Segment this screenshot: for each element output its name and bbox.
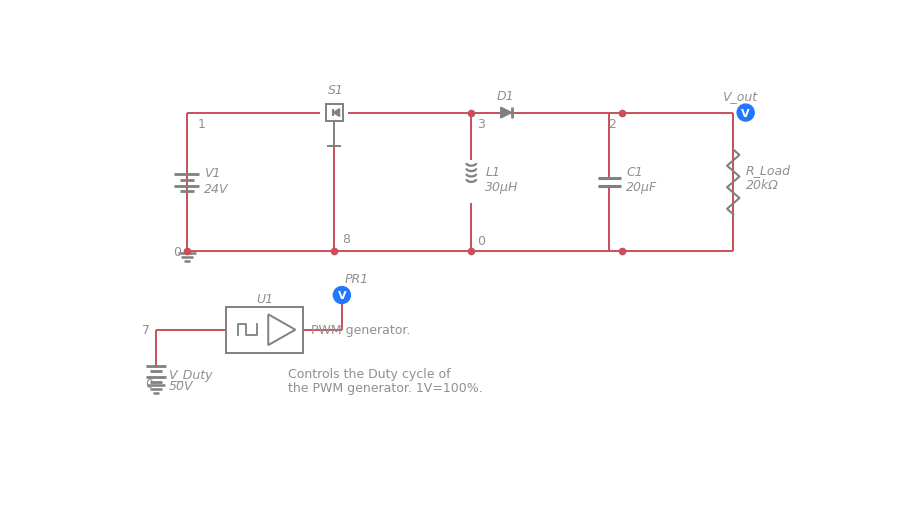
Polygon shape bbox=[333, 109, 340, 117]
Text: R_Load: R_Load bbox=[746, 164, 791, 177]
Text: U1: U1 bbox=[255, 293, 273, 306]
Text: V: V bbox=[741, 108, 750, 118]
Text: V_out: V_out bbox=[722, 90, 757, 103]
Text: the PWM generator. 1V=100%.: the PWM generator. 1V=100%. bbox=[287, 381, 482, 394]
Text: PR1: PR1 bbox=[345, 272, 369, 285]
Text: V1: V1 bbox=[204, 167, 220, 180]
Text: V_Duty: V_Duty bbox=[169, 368, 213, 381]
Text: 20kΩ: 20kΩ bbox=[746, 179, 778, 192]
Bar bbox=[325, 105, 342, 122]
Text: 0: 0 bbox=[173, 245, 180, 258]
Text: 0: 0 bbox=[477, 235, 486, 247]
Text: 2: 2 bbox=[608, 118, 616, 131]
Circle shape bbox=[737, 105, 754, 122]
Text: L1: L1 bbox=[486, 165, 500, 178]
Text: 30μH: 30μH bbox=[486, 181, 518, 193]
Polygon shape bbox=[268, 315, 295, 346]
Text: 3: 3 bbox=[477, 118, 486, 131]
Text: S1: S1 bbox=[328, 84, 343, 97]
Bar bbox=[226, 307, 304, 353]
Text: 1: 1 bbox=[198, 118, 206, 131]
Text: 7: 7 bbox=[141, 324, 149, 336]
Text: 0: 0 bbox=[145, 377, 153, 390]
Text: Controls the Duty cycle of: Controls the Duty cycle of bbox=[287, 367, 450, 380]
Text: 24V: 24V bbox=[204, 182, 228, 195]
Text: D1: D1 bbox=[496, 90, 515, 103]
Polygon shape bbox=[501, 108, 512, 119]
Text: PWM generator.: PWM generator. bbox=[311, 324, 410, 336]
Text: 20μF: 20μF bbox=[626, 181, 658, 193]
Text: 8: 8 bbox=[342, 233, 350, 246]
Text: V: V bbox=[338, 291, 346, 300]
Text: C1: C1 bbox=[626, 165, 643, 178]
Circle shape bbox=[333, 287, 351, 304]
Text: 50V: 50V bbox=[169, 379, 193, 392]
